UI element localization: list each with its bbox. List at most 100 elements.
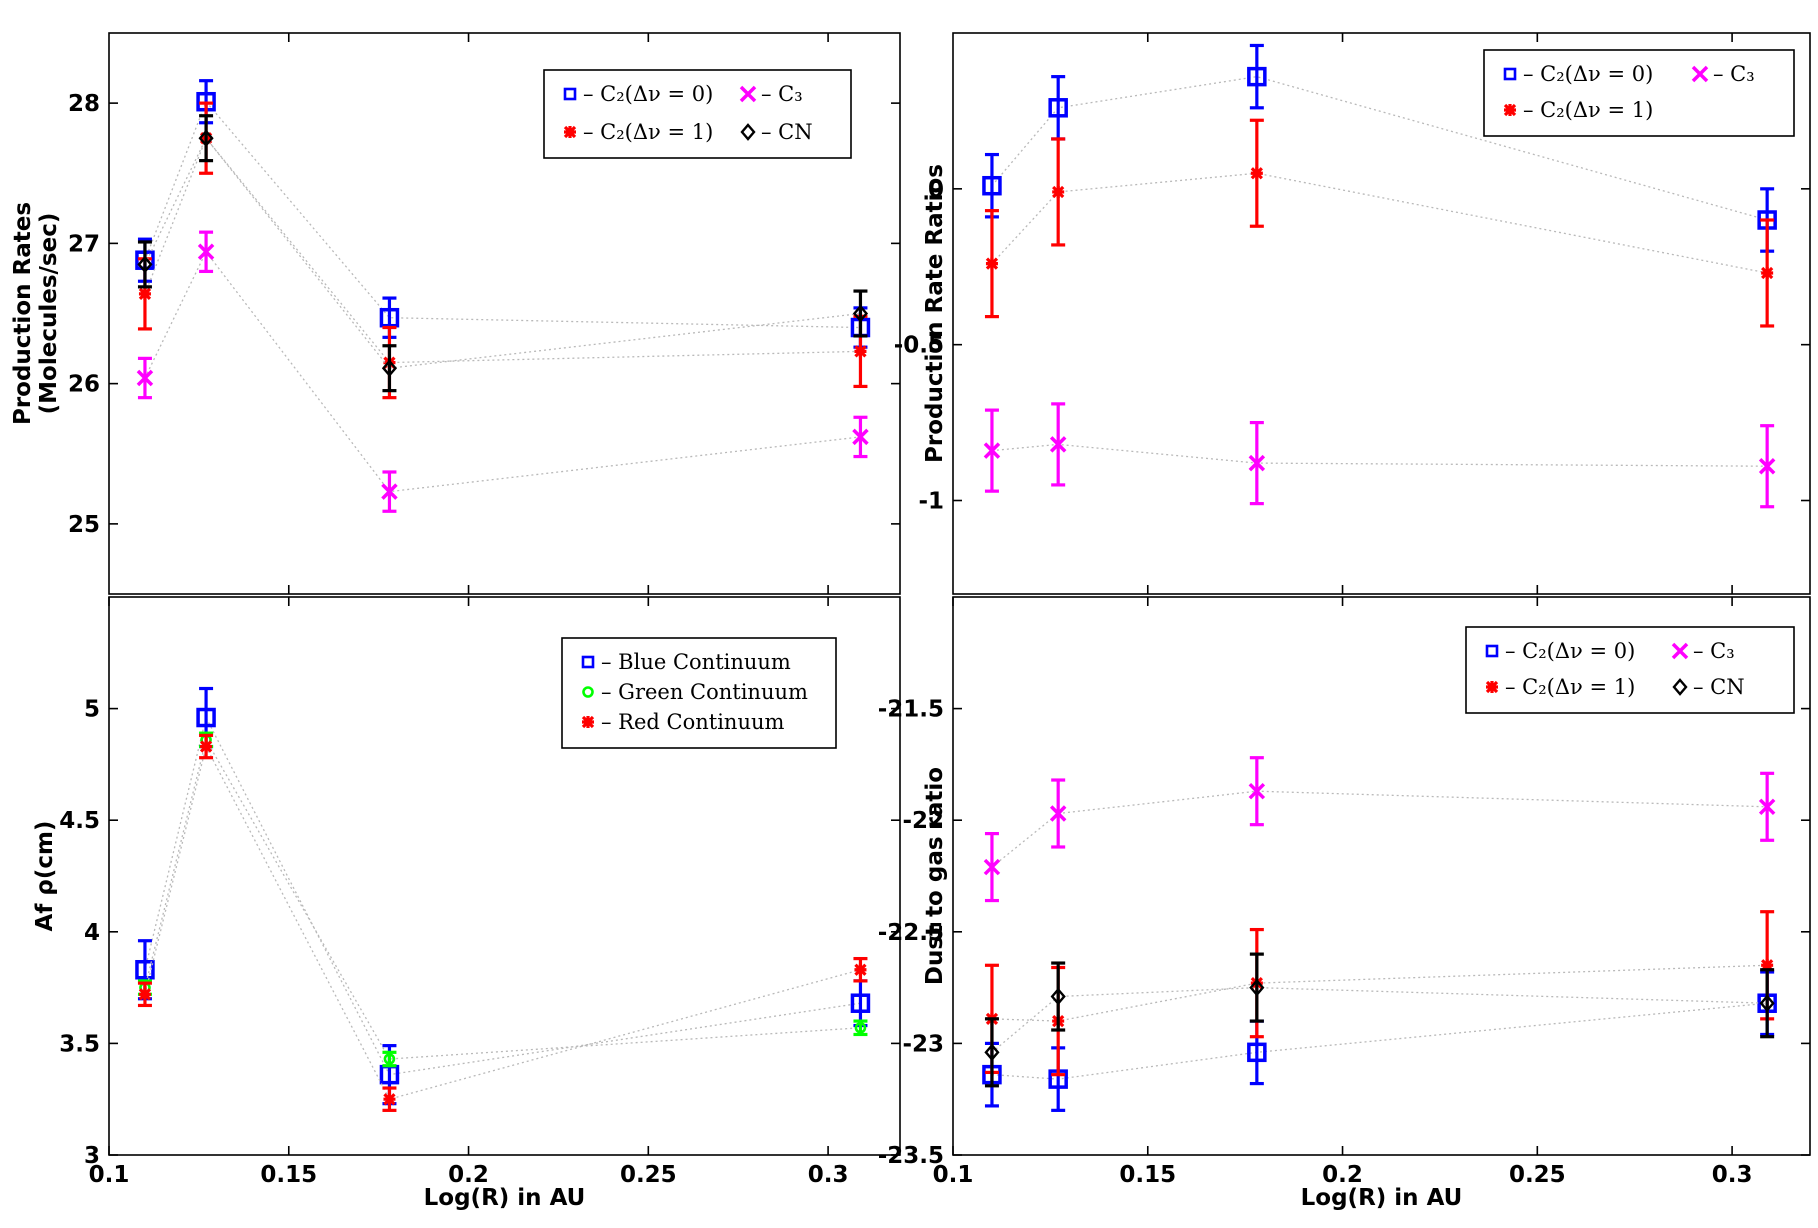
series-line — [144, 744, 861, 1100]
error-bar — [199, 114, 214, 163]
y-tick-label: 27 — [68, 231, 100, 257]
series-line — [991, 1002, 1768, 1080]
legend-entry-c2-0: – C₂(Δν = 0) — [1485, 639, 1635, 663]
error-bar — [1249, 43, 1264, 110]
legend: – Blue Continuum – Green Continuum – Red C… — [561, 637, 837, 749]
legend-label: – CN — [1693, 675, 1745, 699]
error-bar — [984, 1017, 999, 1088]
data-point — [1759, 994, 1775, 1013]
legend-entry-c2-0: – C₂(Δν = 0) — [1503, 62, 1653, 86]
x-tick-label: 0.25 — [1509, 1162, 1566, 1188]
legend-label: – C₂(Δν = 1) — [1505, 675, 1635, 699]
legend-label: – C₃ — [761, 82, 803, 106]
x-tick-label: 0.15 — [1119, 1162, 1176, 1188]
y-tick-label: -1 — [918, 489, 944, 515]
data-point — [136, 369, 154, 387]
data-point — [138, 988, 152, 1001]
legend-entry-red-continuum: – Red Continuum — [581, 710, 784, 734]
legend: – C₂(Δν = 0) – C₃ – C₂(Δν = 1) – CN — [543, 69, 852, 159]
series-c3 — [136, 230, 869, 513]
y-tick-label: 25 — [68, 512, 100, 538]
legend-entry-c3: – C₃ — [1691, 62, 1755, 86]
legend-marker — [1503, 103, 1517, 117]
legend-marker — [582, 686, 594, 698]
data-point — [383, 1053, 396, 1065]
data-point — [1249, 978, 1265, 997]
chart-br: 0.1 0.15 0.2 0.25 0.3 -23.5 -23 -22.5 -22 -21.5 Du… — [878, 596, 1811, 1211]
legend-entry-c3: – C₃ — [739, 82, 803, 106]
series-line — [991, 790, 1768, 868]
legend-entry-blue-continuum: – Blue Continuum — [581, 650, 791, 674]
legend-label: – Blue Continuum — [601, 650, 791, 674]
y-tick-label: 0 — [928, 177, 944, 203]
series-line — [144, 100, 861, 329]
y-tick-label: -0.5 — [894, 333, 944, 359]
data-point — [199, 740, 213, 753]
y-tick-label: -22.5 — [878, 920, 944, 946]
legend-label: – C₂(Δν = 1) — [1523, 98, 1653, 122]
y-tick-label: 28 — [68, 91, 100, 117]
series-cn — [984, 952, 1775, 1088]
data-point — [983, 858, 1001, 876]
y-axis-label: Production Rate Ratios — [922, 164, 948, 463]
data-point — [137, 255, 153, 274]
x-tick-label: 0.3 — [1712, 1162, 1753, 1188]
legend-entry-c2-1: – C₂(Δν = 1) — [1485, 675, 1635, 699]
data-point — [984, 1043, 1000, 1062]
legend-entry-cn: – CN — [740, 120, 813, 144]
legend-entry-green-continuum: – Green Continuum — [582, 680, 808, 704]
y-axis-label: Production Rates — [10, 202, 36, 425]
x-tick-label: 0.2 — [448, 1162, 489, 1188]
data-point — [1250, 167, 1263, 180]
series-c3 — [983, 756, 1776, 903]
y-tick-label: -22 — [902, 808, 944, 834]
y-axis-label: Dust to gas ratio — [922, 767, 948, 985]
data-point — [1248, 454, 1266, 472]
data-point — [1248, 782, 1266, 800]
data-point — [1247, 1042, 1267, 1063]
legend-marker — [1671, 642, 1689, 660]
series-line — [991, 443, 1768, 467]
error-bar — [1249, 952, 1264, 1023]
series-line — [144, 715, 861, 1076]
data-point — [198, 129, 214, 148]
y-tick-label: 3.5 — [59, 1031, 100, 1057]
data-point — [383, 1093, 396, 1106]
legend-entry-c2-0: – C₂(Δν = 0) — [563, 82, 713, 106]
legend-entry-c3: – C₃ — [1671, 639, 1735, 663]
error-bar — [137, 240, 152, 289]
data-point — [1761, 266, 1774, 280]
data-point — [983, 442, 1001, 459]
error-bar — [1051, 961, 1066, 1032]
error-bar — [853, 289, 868, 338]
y-tick-label: 4.5 — [59, 808, 100, 834]
series-line — [144, 250, 861, 493]
legend-label: – C₂(Δν = 1) — [583, 120, 713, 144]
series-c3 — [983, 402, 1776, 509]
legend-label: – Red Continuum — [601, 710, 784, 734]
data-point — [854, 1021, 867, 1034]
legend-marker — [1672, 678, 1688, 696]
data-point — [135, 959, 155, 980]
data-point — [1758, 457, 1776, 475]
legend-marker — [739, 85, 757, 103]
legend-label: – C₂(Δν = 0) — [583, 82, 713, 106]
x-tick-label: 0.2 — [1322, 1162, 1363, 1188]
x-tick-label: 0.15 — [260, 1162, 317, 1188]
y-axis-label: Af ρ(cm) — [32, 821, 58, 932]
data-point — [1050, 987, 1066, 1006]
data-point — [1048, 98, 1068, 118]
data-point — [197, 243, 215, 261]
y-tick-label: 5 — [84, 697, 100, 723]
data-point — [854, 963, 867, 976]
legend-label: – CN — [761, 120, 813, 144]
y-tick-label: -23 — [902, 1031, 944, 1057]
data-point — [852, 428, 869, 446]
legend-label: – C₃ — [1693, 639, 1735, 663]
y-tick-label: 4 — [84, 920, 100, 946]
legend-entry-cn: – CN — [1672, 675, 1745, 699]
series-c2-1 — [984, 118, 1775, 328]
legend-marker — [1485, 680, 1499, 694]
data-point — [381, 483, 398, 500]
